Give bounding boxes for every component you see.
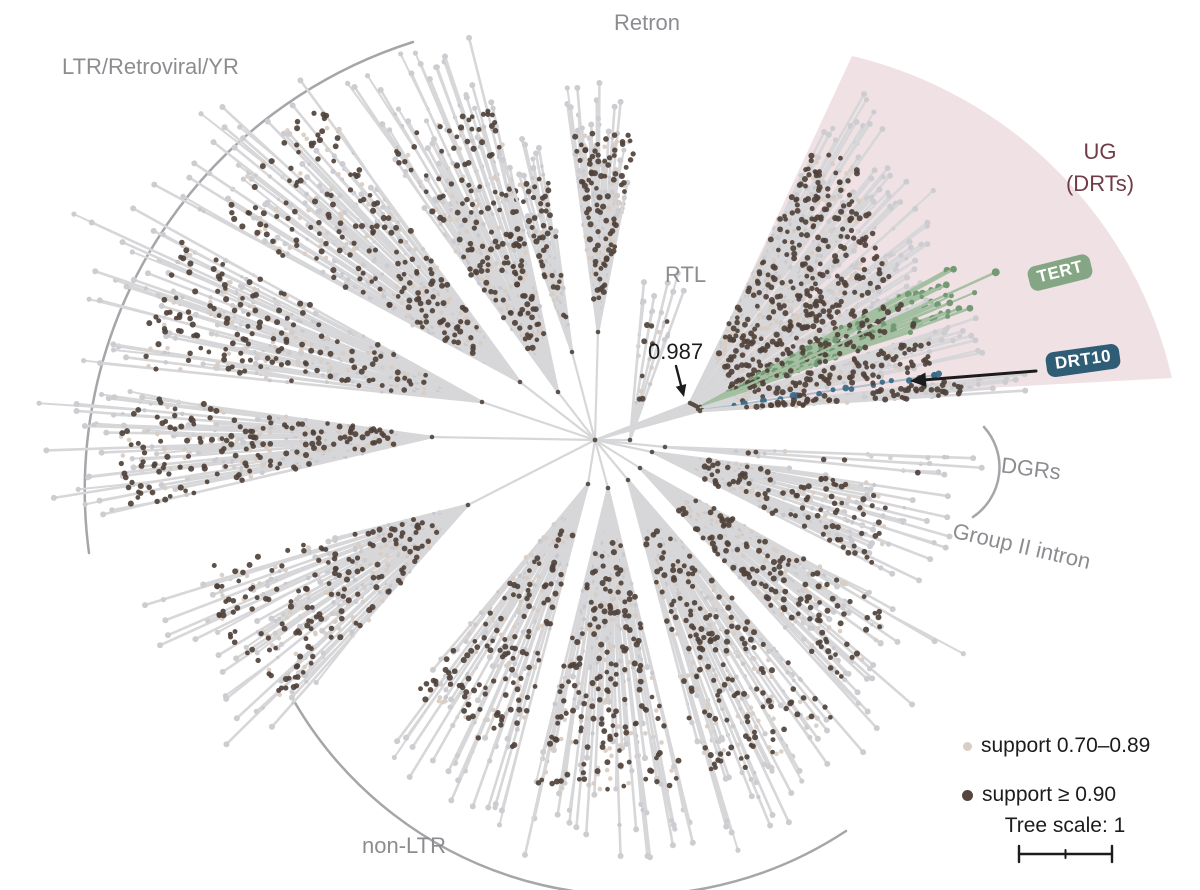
clade-ug-a bbox=[687, 91, 886, 406]
clade-group2 bbox=[649, 449, 953, 584]
clade-ltr-a bbox=[345, 34, 561, 395]
group-arc-nonltr-arc bbox=[292, 699, 848, 890]
tree-scale-bar bbox=[1017, 844, 1114, 864]
clade-retron-b bbox=[496, 136, 575, 355]
clade-nonltr-s1 bbox=[521, 485, 696, 861]
support-low-dot-icon bbox=[963, 741, 972, 751]
drt10-arrow bbox=[910, 369, 1038, 387]
clade-nonltr-se1 bbox=[637, 465, 966, 732]
clade-ltr-b bbox=[151, 77, 523, 385]
clade-nonltr-s2 bbox=[391, 481, 591, 828]
clade-rtl bbox=[627, 270, 687, 443]
clade-nonltr-se2 bbox=[625, 477, 867, 853]
clade-ltr-d bbox=[36, 388, 435, 518]
clade-label-ltr-retroviral-yr: LTR/Retroviral/YR bbox=[62, 54, 239, 79]
ug-label-line1: UG bbox=[1083, 139, 1117, 164]
clade-sw bbox=[142, 502, 471, 748]
legend-item-support-high: support ≥ 0.90 bbox=[962, 783, 1116, 807]
group-arc-dgrs-bracket bbox=[971, 425, 1001, 519]
clade-ltr-c bbox=[71, 205, 485, 405]
clade-ug-f bbox=[697, 371, 1029, 414]
legend-label-support-low: support 0.70–0.89 bbox=[981, 734, 1151, 757]
legend-item-support-low: support 0.70–0.89 bbox=[963, 734, 1150, 758]
clade-tert-leader bbox=[697, 268, 1000, 410]
node-support-value: 0.987 bbox=[648, 339, 704, 364]
clade-label-retron: Retron bbox=[614, 10, 681, 35]
legend-label-support-high: support ≥ 0.90 bbox=[982, 783, 1117, 806]
ug-label-line2: (DRTs) bbox=[1065, 170, 1135, 196]
clade-label-non-ltr: non-LTR bbox=[362, 833, 446, 858]
clade-ug-c bbox=[691, 187, 936, 408]
clade-label-rtl: RTL bbox=[665, 262, 707, 287]
clade-label-ug-drts: UG (DRTs) bbox=[1060, 136, 1140, 200]
node-support-arrow bbox=[674, 364, 687, 397]
clade-ug-b bbox=[689, 165, 910, 407]
tree-scale-label: Tree scale: 1 bbox=[1004, 814, 1126, 837]
support-high-dot-icon bbox=[962, 789, 973, 801]
clade-ug-e bbox=[695, 315, 986, 412]
clade-retron-a bbox=[564, 80, 636, 335]
group-arc-ltr-arc bbox=[83, 40, 415, 555]
central-spokes bbox=[430, 330, 704, 507]
clade-dgrs bbox=[662, 444, 985, 478]
